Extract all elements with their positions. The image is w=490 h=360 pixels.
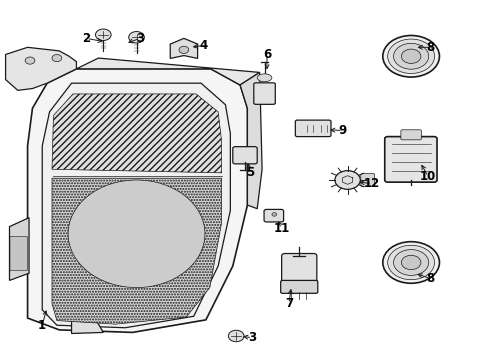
Text: 8: 8 <box>427 41 435 54</box>
FancyBboxPatch shape <box>254 83 275 104</box>
Text: 3: 3 <box>248 331 256 344</box>
Text: 5: 5 <box>246 166 254 179</box>
Circle shape <box>228 330 244 342</box>
Text: 4: 4 <box>199 39 208 52</box>
FancyBboxPatch shape <box>10 236 27 271</box>
Ellipse shape <box>257 74 272 82</box>
Text: 9: 9 <box>339 124 347 137</box>
Polygon shape <box>240 72 262 209</box>
Circle shape <box>383 242 440 283</box>
FancyBboxPatch shape <box>361 174 374 186</box>
FancyBboxPatch shape <box>401 130 421 140</box>
Text: 8: 8 <box>427 272 435 285</box>
Circle shape <box>393 249 429 275</box>
FancyBboxPatch shape <box>282 253 317 285</box>
Polygon shape <box>27 69 247 332</box>
FancyBboxPatch shape <box>264 210 284 222</box>
Polygon shape <box>5 47 76 90</box>
Circle shape <box>96 29 111 41</box>
FancyBboxPatch shape <box>385 136 437 182</box>
Text: 7: 7 <box>285 297 293 310</box>
Text: 6: 6 <box>263 48 271 61</box>
Polygon shape <box>52 178 221 324</box>
Polygon shape <box>76 58 260 85</box>
Circle shape <box>335 171 360 189</box>
Text: 2: 2 <box>82 32 90 45</box>
Circle shape <box>401 49 421 63</box>
Polygon shape <box>42 83 230 328</box>
Circle shape <box>179 46 189 53</box>
Circle shape <box>52 54 62 62</box>
Polygon shape <box>170 39 197 58</box>
Ellipse shape <box>68 180 205 288</box>
Circle shape <box>25 57 35 64</box>
Circle shape <box>272 213 277 216</box>
Circle shape <box>383 36 440 77</box>
Circle shape <box>401 255 421 270</box>
Polygon shape <box>9 218 29 280</box>
FancyBboxPatch shape <box>295 120 331 136</box>
Polygon shape <box>52 94 221 173</box>
Text: 1: 1 <box>38 319 46 332</box>
Text: 11: 11 <box>273 222 290 235</box>
Circle shape <box>388 245 435 280</box>
FancyBboxPatch shape <box>281 280 318 293</box>
Polygon shape <box>72 320 103 333</box>
Text: 12: 12 <box>364 177 380 190</box>
Circle shape <box>388 39 435 73</box>
Circle shape <box>393 43 429 69</box>
Circle shape <box>129 32 145 43</box>
FancyBboxPatch shape <box>233 147 257 164</box>
Text: 10: 10 <box>420 170 437 183</box>
Text: 3: 3 <box>136 32 144 45</box>
